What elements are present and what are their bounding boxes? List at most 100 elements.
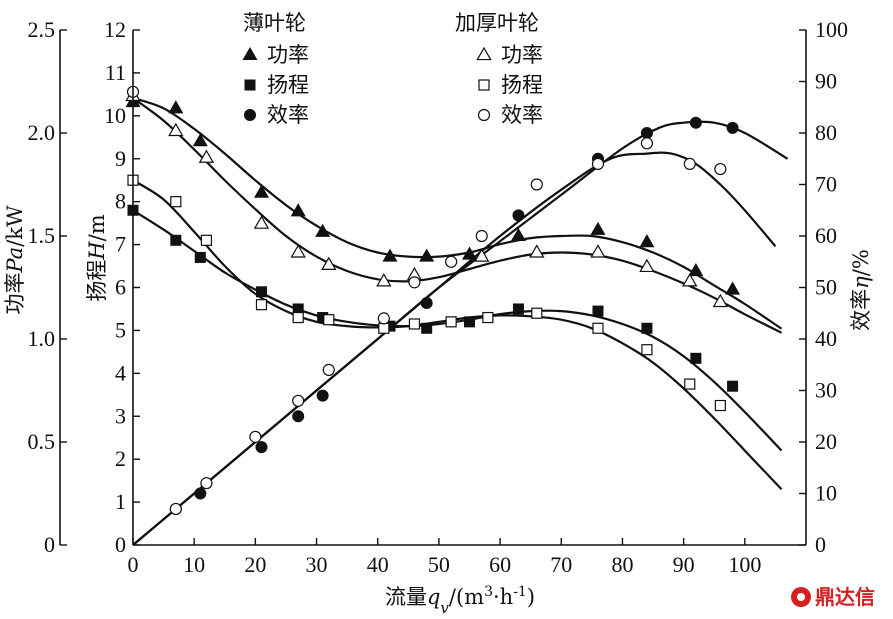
thin-circle-point xyxy=(255,441,268,454)
thick-square-point xyxy=(482,311,494,324)
thin-circle-point xyxy=(689,116,702,129)
x-tick-label: 70 xyxy=(550,552,572,577)
legend-entry-label: 功率 xyxy=(501,43,543,67)
x-tick-label: 50 xyxy=(428,552,450,577)
legend-group-title: 薄叶轮 xyxy=(243,11,306,35)
thick-square-point xyxy=(292,311,304,324)
thin-square-point xyxy=(170,234,182,246)
thin-circle-point xyxy=(640,127,653,139)
head-tick-label: 4 xyxy=(115,360,126,385)
legend-marker-square xyxy=(478,79,490,91)
thick-circle-point xyxy=(292,394,305,407)
thin-triangle-point xyxy=(290,203,306,217)
x-tick-label: 40 xyxy=(367,552,389,577)
thick-triangle-point xyxy=(682,273,698,287)
thick-circle-point xyxy=(408,276,421,289)
legend-entry-label: 效率 xyxy=(501,103,543,127)
legend-marker-circle xyxy=(244,109,256,121)
thick-triangle-point xyxy=(168,122,184,137)
fit-curve-head xyxy=(132,179,783,490)
legend-marker-circle xyxy=(477,108,491,122)
x-tick-label: 10 xyxy=(183,552,205,577)
efficiency-tick-label: 20 xyxy=(815,429,837,454)
thick-circle-point xyxy=(200,477,213,490)
thin-circle-point xyxy=(512,209,525,222)
head-tick-label: 2 xyxy=(115,446,126,471)
legend-entry-label: 效率 xyxy=(267,103,309,127)
thin-square-point xyxy=(641,322,653,334)
legend-entry-label: 功率 xyxy=(267,43,309,67)
x-tick-label: 60 xyxy=(489,552,511,577)
thin-triangle-point xyxy=(639,234,655,248)
head-tick-label: 7 xyxy=(115,232,126,257)
data-markers xyxy=(125,85,741,516)
efficiency-tick-label: 80 xyxy=(815,120,837,145)
thin-triangle-point xyxy=(382,248,398,262)
power-axis-title: 功率Pa/kW xyxy=(3,205,27,315)
thick-circle-point xyxy=(169,502,182,516)
axes xyxy=(59,29,807,546)
x-tick-label: 0 xyxy=(128,552,139,577)
thin-triangle-point xyxy=(725,281,741,295)
thin-square-point xyxy=(727,380,739,392)
head-tick-label: 1 xyxy=(115,489,126,514)
efficiency-tick-label: 0 xyxy=(815,532,826,557)
head-tick-label: 0 xyxy=(115,532,126,557)
thick-triangle-point xyxy=(474,248,490,262)
thick-circle-point xyxy=(714,162,727,176)
x-axis-title: 流量qv/(m3·h-1) xyxy=(385,584,535,617)
watermark-logo: 鼎达信 xyxy=(791,585,875,609)
thin-triangle-point xyxy=(688,263,704,277)
thin-triangle-point xyxy=(192,133,208,147)
thick-square-point xyxy=(531,307,543,319)
thick-square-point xyxy=(592,322,604,334)
x-tick-label: 30 xyxy=(306,552,328,577)
watermark-text: 鼎达信 xyxy=(815,585,875,609)
legend-entry-label: 扬程 xyxy=(501,73,543,97)
thin-circle-point xyxy=(420,296,433,309)
x-tick-label: 80 xyxy=(611,552,633,577)
thick-square-point xyxy=(323,314,335,326)
thick-triangle-point xyxy=(290,244,306,258)
thick-square-point xyxy=(445,316,457,328)
efficiency-tick-label: 10 xyxy=(815,481,837,506)
thick-triangle-point xyxy=(639,258,655,273)
thin-circle-point xyxy=(292,410,305,423)
fit-curve-efficiency xyxy=(132,151,777,546)
thick-square-point xyxy=(378,322,390,334)
head-tick-label: 6 xyxy=(115,275,126,300)
efficiency-tick-label: 60 xyxy=(815,223,837,248)
head-axis-title: 扬程H/m xyxy=(85,214,109,301)
watermark-icon-inner xyxy=(797,593,805,601)
thick-circle-point xyxy=(640,137,654,150)
efficiency-tick-label: 50 xyxy=(815,275,837,300)
power-tick-label: 0 xyxy=(44,532,55,557)
tick-labels: 0 10 20 30 40 50 60 70 80 90 100012345678910111200… xyxy=(28,17,849,577)
efficiency-tick-label: 90 xyxy=(815,69,837,94)
efficiency-tick-label: 30 xyxy=(815,378,837,403)
thick-square-point xyxy=(255,299,268,311)
thick-triangle-point xyxy=(590,244,606,258)
fit-curve-power xyxy=(132,96,783,330)
thin-triangle-point xyxy=(419,248,435,262)
thick-circle-point xyxy=(445,255,458,268)
fit-curve-head xyxy=(132,209,783,452)
power-tick-label: 1.5 xyxy=(28,223,56,248)
power-tick-label: 2.5 xyxy=(28,17,56,42)
power-tick-label: 1.0 xyxy=(28,326,56,351)
thick-triangle-point xyxy=(529,244,545,258)
thick-triangle-point xyxy=(712,293,729,308)
thick-square-point xyxy=(714,399,726,412)
thin-square-point xyxy=(464,316,475,328)
power-tick-label: 0.5 xyxy=(28,429,56,454)
thin-triangle-point xyxy=(510,227,526,242)
efficiency-tick-label: 70 xyxy=(815,172,837,197)
thin-circle-point xyxy=(726,121,739,134)
thin-square-point xyxy=(194,251,206,263)
efficiency-tick-label: 100 xyxy=(815,17,848,42)
legend-entry-label: 扬程 xyxy=(267,73,309,97)
thick-circle-point xyxy=(530,178,543,191)
x-tick-label: 90 xyxy=(673,552,695,577)
thick-square-point xyxy=(641,344,653,356)
